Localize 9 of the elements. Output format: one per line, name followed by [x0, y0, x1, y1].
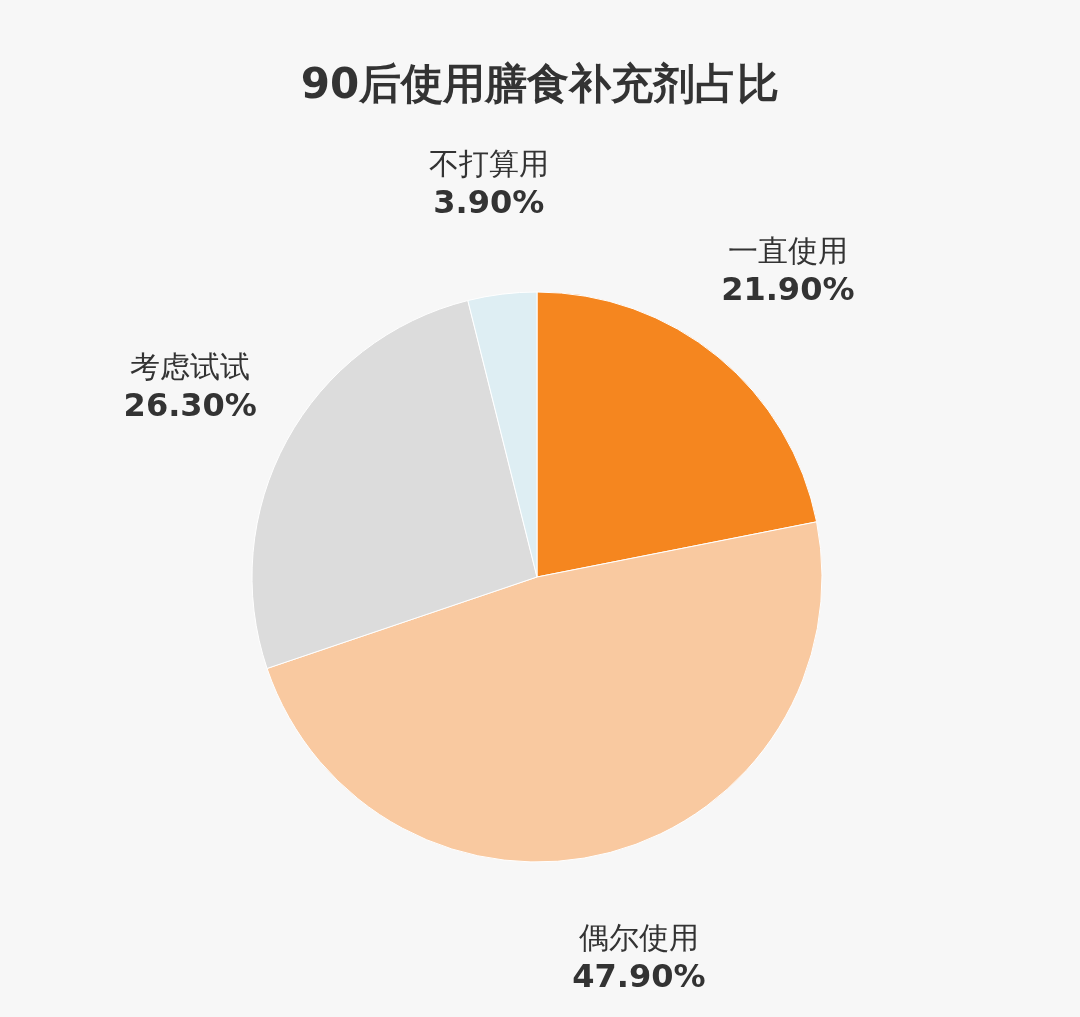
data-label: 3.90% — [433, 182, 545, 221]
slice-label: 偶尔使用 — [578, 919, 699, 955]
data-label: 26.30% — [123, 385, 257, 424]
data-label: 21.90% — [721, 269, 855, 308]
slice-label: 不打算用 — [428, 145, 549, 181]
data-label: 47.90% — [572, 956, 706, 995]
slice-label: 考虑试试 — [130, 348, 251, 384]
slice-label: 一直使用 — [727, 232, 848, 268]
chart-title: 90后使用膳食补充剂占比 — [300, 59, 780, 108]
